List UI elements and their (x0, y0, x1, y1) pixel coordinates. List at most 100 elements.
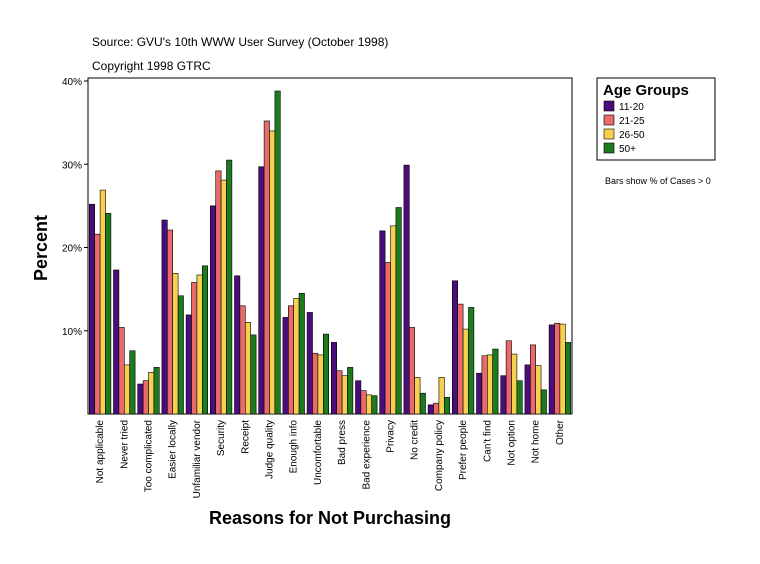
bar (239, 305, 246, 415)
bar (559, 323, 566, 415)
y-tick-label: 40% (62, 77, 82, 88)
bar (220, 179, 227, 415)
bar (355, 380, 362, 415)
plot-frame (87, 77, 573, 415)
legend-swatch (603, 114, 615, 126)
x-tick-label: Unfamiliar vendor (192, 419, 203, 498)
y-tick-label: 10% (62, 327, 82, 338)
bar (306, 312, 313, 415)
bar (269, 130, 276, 415)
x-tick-label: Bad press (337, 420, 348, 465)
bar (129, 350, 136, 415)
bar (258, 166, 265, 415)
bar (298, 292, 305, 415)
bar (548, 324, 555, 415)
x-tick-label: Too complicated (144, 420, 155, 492)
bar (408, 327, 415, 415)
bar (395, 207, 402, 415)
bar (379, 230, 386, 415)
bar (293, 297, 300, 415)
bar (137, 383, 144, 415)
bar (282, 317, 289, 415)
bar (191, 282, 198, 415)
legend-swatch (603, 142, 615, 154)
bar (433, 402, 440, 415)
x-tick-label: Company policy (434, 420, 445, 491)
bar (462, 328, 469, 415)
bar (312, 352, 319, 415)
bar (365, 394, 372, 415)
bar (196, 274, 203, 415)
bar (511, 353, 518, 415)
x-tick-label: Prefer people (458, 420, 469, 480)
bar (234, 275, 241, 415)
y-tick-label: 30% (62, 160, 82, 171)
bar (94, 233, 101, 415)
bar (457, 303, 464, 415)
bar (185, 314, 192, 415)
x-tick-label: Judge quality (265, 420, 276, 479)
y-axis-label: Percent (31, 215, 51, 281)
bar (347, 367, 354, 415)
x-tick-label: Never tried (119, 420, 130, 469)
bar (105, 213, 112, 415)
x-tick-label: Not applicable (95, 420, 106, 484)
bar (554, 322, 561, 415)
bar (99, 189, 106, 415)
bar (540, 389, 547, 415)
copyright: Copyright 1998 GTRC (92, 59, 211, 73)
legend-swatch (603, 100, 615, 112)
bar (492, 348, 499, 415)
bar (118, 327, 125, 415)
bar (524, 364, 531, 415)
bar (161, 219, 168, 415)
legend-label: 11-20 (619, 102, 644, 113)
bar (142, 380, 149, 415)
source: Source: GVU's 10th WWW User Survey (Octo… (92, 35, 388, 49)
x-tick-label: Security (216, 420, 227, 456)
bar (476, 372, 483, 415)
bar (438, 377, 445, 415)
bar (414, 377, 421, 415)
x-tick-label: Uncomfortable (313, 420, 324, 485)
bar (451, 280, 458, 415)
legend-label: 21-25 (619, 116, 645, 127)
x-tick-label: Bad experience (361, 420, 372, 490)
bar (341, 375, 348, 415)
legend-title: Age Groups (603, 82, 689, 99)
x-tick-label: Easier locally (168, 420, 179, 479)
bar (89, 203, 96, 415)
legend-label: 50+ (619, 144, 636, 155)
x-tick-label: Not home (531, 420, 542, 464)
bar (486, 354, 493, 415)
x-tick-label: Receipt (240, 420, 251, 454)
bar (443, 397, 450, 415)
x-axis-label: Reasons for Not Purchasing (209, 508, 451, 528)
bar (153, 367, 160, 415)
x-tick-label: Can't find (482, 420, 493, 462)
legend-swatch (603, 128, 615, 140)
bar (226, 159, 233, 415)
bar (384, 262, 391, 415)
bar (215, 170, 222, 415)
bar (287, 305, 294, 415)
bar (564, 342, 571, 415)
bar (274, 90, 281, 415)
legend-label: 26-50 (619, 130, 645, 141)
bar (322, 333, 329, 415)
bar (124, 364, 131, 415)
bar (330, 342, 337, 415)
x-tick-label: No credit (410, 420, 421, 460)
x-tick-label: Other (555, 419, 566, 445)
bar (403, 164, 410, 415)
bar (427, 404, 434, 415)
bar (468, 307, 475, 415)
bar (535, 365, 542, 415)
bar (210, 205, 217, 415)
x-tick-label: Not option (507, 420, 518, 466)
bar (336, 370, 343, 415)
bar (360, 390, 367, 415)
bar (148, 372, 155, 415)
bar (113, 269, 120, 415)
bar (167, 229, 174, 415)
